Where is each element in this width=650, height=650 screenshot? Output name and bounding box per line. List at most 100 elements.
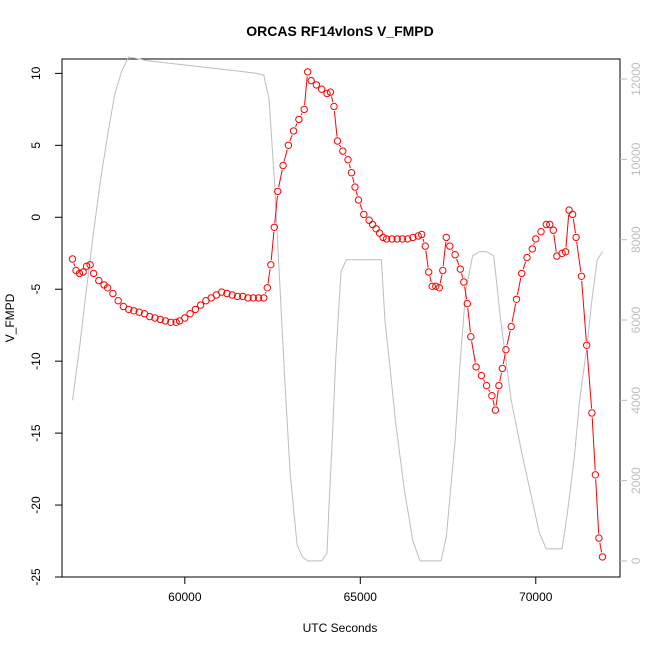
series-red-segment	[576, 241, 582, 272]
series-red-point	[86, 261, 94, 269]
series-red-point	[495, 381, 503, 390]
series-red-segment	[495, 390, 499, 406]
y2-tick-label: 12000	[629, 62, 643, 96]
series-red-segment	[344, 154, 347, 157]
series-red-segment	[348, 163, 351, 169]
series-red-point	[588, 409, 596, 417]
y-tick-label: 0	[29, 214, 43, 221]
series-red-point	[68, 255, 77, 263]
series-red-point	[528, 245, 536, 253]
series-red-segment	[425, 250, 429, 268]
series-red-point	[439, 266, 447, 275]
series-red-point	[463, 299, 471, 308]
series-red-point	[482, 381, 491, 390]
series-red-point	[125, 305, 133, 314]
series-red-point	[460, 278, 468, 286]
series-red-point	[409, 233, 417, 242]
series-red-point	[151, 314, 159, 322]
series-red-point	[82, 262, 91, 270]
y-axis-label: V_FMPD	[3, 293, 17, 342]
series-red-segment	[429, 276, 432, 283]
series-red-segment	[565, 214, 570, 248]
series-red-point	[561, 248, 570, 256]
series-red-segment	[502, 354, 506, 364]
series-red-point	[598, 553, 607, 561]
series-red-point	[347, 169, 356, 177]
series-red-segment	[278, 169, 283, 188]
series-red-segment	[478, 370, 480, 372]
series-red-point	[428, 282, 436, 290]
series-red-segment	[300, 113, 303, 116]
y-tick-label: -5	[29, 284, 43, 295]
series-red-segment	[572, 218, 576, 234]
series-red-segment	[359, 204, 363, 211]
y2-tick-label: 8000	[629, 226, 643, 253]
y2-tick-label: 4000	[629, 387, 643, 414]
series-red-point	[95, 276, 103, 285]
series-red-point	[289, 127, 298, 135]
y2-tick-label: 2000	[629, 467, 643, 494]
series-red-layer	[68, 68, 607, 561]
series-red-point	[323, 89, 331, 98]
series-red-point	[414, 232, 422, 240]
series-red-point	[537, 228, 545, 236]
y-tick-label: -10	[29, 352, 43, 370]
series-red-point	[388, 235, 396, 243]
series-red-segment	[456, 258, 460, 266]
series-red-segment	[283, 149, 288, 162]
series-red-point	[451, 251, 459, 259]
series-red-point	[304, 68, 312, 76]
series-red-point	[79, 268, 87, 276]
series-red-point	[477, 371, 486, 380]
series-red-point	[398, 235, 407, 243]
series-red-segment	[483, 379, 486, 382]
series-red-point	[284, 141, 293, 150]
series-red-point	[435, 284, 443, 292]
series-red-segment	[274, 195, 278, 223]
series-red-point	[472, 363, 480, 371]
y2-tick-label: 6000	[629, 306, 643, 333]
series-red-point	[432, 282, 440, 290]
series-red-segment	[599, 542, 603, 553]
series-red-point	[404, 235, 412, 243]
y-tick-label: -20	[29, 496, 43, 514]
series-red-point	[223, 289, 231, 298]
series-red-point	[577, 272, 586, 280]
series-red-point	[186, 310, 194, 318]
series-red-point	[532, 235, 540, 243]
series-red-point	[196, 301, 205, 309]
x-tick-label: 60000	[168, 590, 202, 604]
series-red-point	[418, 230, 426, 239]
y-axis-left: -25 -20 -15 -10 -5 0 5 10	[29, 66, 62, 586]
series-red-point	[75, 269, 84, 278]
series-red-point	[249, 294, 258, 302]
series-red-point	[270, 223, 278, 232]
series-red-point	[161, 317, 170, 325]
series-red-point	[372, 225, 380, 233]
series-red-segment	[439, 274, 443, 284]
series-red-segment	[451, 249, 454, 252]
series-red-point	[507, 322, 515, 331]
y-tick-label: 10	[29, 66, 43, 80]
series-red-point	[351, 183, 359, 191]
x-axis: 60000 65000 70000	[168, 576, 553, 604]
x-tick-label: 65000	[344, 590, 378, 604]
series-red-point	[263, 284, 271, 292]
series-gray-line	[72, 56, 603, 562]
series-red-point	[558, 249, 566, 258]
x-tick-label: 70000	[519, 590, 553, 604]
series-red-segment	[516, 277, 522, 295]
series-red-point	[233, 292, 242, 301]
series-red-point	[591, 471, 600, 479]
series-red-segment	[461, 273, 464, 278]
series-red-point	[498, 364, 507, 373]
series-red-point	[467, 333, 475, 341]
series-red-segment	[422, 238, 425, 242]
series-red-point	[523, 253, 531, 262]
series-red-point	[382, 235, 391, 243]
series-red-point	[568, 210, 577, 219]
series-red-point	[267, 261, 275, 269]
series-red-segment	[471, 341, 476, 363]
series-red-segment	[522, 261, 527, 270]
